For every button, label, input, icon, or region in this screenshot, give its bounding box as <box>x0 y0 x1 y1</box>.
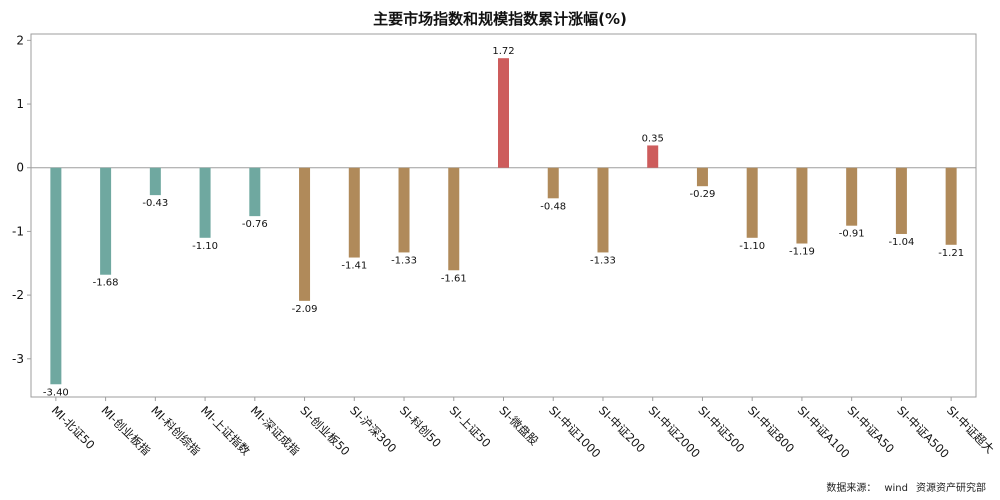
y-tick-label: 1 <box>16 97 24 111</box>
x-tick-label: SI-中证200 <box>596 403 648 455</box>
y-tick-label: -1 <box>12 224 24 238</box>
x-tick-label: MI-上证指数 <box>198 403 253 458</box>
data-label: -1.04 <box>888 237 914 248</box>
x-tick-label: MI-科创综指 <box>148 403 203 458</box>
data-label: -0.48 <box>540 201 566 212</box>
bar <box>696 167 708 187</box>
data-label: -1.33 <box>391 255 417 266</box>
bar <box>597 167 609 253</box>
x-tick-label: SI-中证1000 <box>546 403 603 460</box>
data-label: -0.76 <box>242 219 268 230</box>
x-tick-label: SI-沪深300 <box>347 403 399 455</box>
data-label: 1.72 <box>492 46 514 57</box>
data-label: -1.68 <box>93 278 119 289</box>
x-tick-label: SI-中证500 <box>695 403 747 455</box>
bar <box>299 167 311 301</box>
bar <box>448 167 460 271</box>
bars: -3.40 -1.68 -0.43 -1.10 -0.76 -2.09 -1.41 -1.33… <box>43 46 964 398</box>
source-note: 数据来源： wind 资源资产研究部 <box>818 479 986 494</box>
y-axis: -3 -2 -1 0 1 2 <box>12 33 31 366</box>
bar <box>348 167 360 258</box>
bar <box>149 167 161 196</box>
y-tick-label: 2 <box>16 33 24 47</box>
bar <box>199 167 211 238</box>
y-tick-label: -3 <box>12 352 24 366</box>
bar <box>547 167 559 199</box>
bar <box>846 167 858 226</box>
data-label: -1.10 <box>739 241 765 252</box>
data-label: -2.09 <box>292 304 318 315</box>
data-label: -0.43 <box>142 198 168 209</box>
x-tick-label: MI-北证50 <box>49 403 98 452</box>
x-axis: MI-北证50 MI-创业板指MI-科创综指MI-上证指数MI-深证成指SI-创业… <box>49 397 997 461</box>
bar <box>100 167 112 275</box>
data-label: 0.35 <box>642 133 664 144</box>
x-tick-label: SI-科创50 <box>397 403 444 450</box>
data-label: -1.33 <box>590 255 616 266</box>
bar <box>796 167 808 244</box>
x-tick-label: SI-中证A50 <box>845 403 898 456</box>
bar <box>746 167 758 238</box>
data-label: -3.40 <box>43 387 69 398</box>
data-label: -1.19 <box>789 247 815 258</box>
x-tick-label: SI-中证A500 <box>894 403 952 461</box>
y-tick-label: 0 <box>16 161 24 175</box>
x-tick-label: SI-中证2000 <box>646 403 703 460</box>
bar <box>498 58 509 168</box>
bar <box>398 167 410 253</box>
org-name: 资源资产研究部 <box>916 483 986 494</box>
source-name: wind <box>884 483 908 494</box>
x-tick-label: SI-微盘股 <box>496 403 541 448</box>
data-label: -1.61 <box>441 273 467 284</box>
source-label: 数据来源： <box>826 483 877 494</box>
bar <box>945 167 957 245</box>
x-tick-label: MI-创业板指 <box>98 403 153 458</box>
bar <box>249 167 261 217</box>
bar <box>647 145 659 168</box>
bar <box>50 167 62 385</box>
x-tick-label: MI-深证成指 <box>248 403 303 458</box>
x-tick-label: SI-中证800 <box>745 403 797 455</box>
data-label: -0.91 <box>839 229 865 240</box>
data-label: -1.21 <box>938 248 964 259</box>
chart-title: 主要市场指数和规模指数累计涨幅(%) <box>373 10 627 28</box>
x-tick-label: SI-中证A100 <box>795 403 853 461</box>
x-tick-label: SI-创业板50 <box>297 403 352 458</box>
data-label: -1.10 <box>192 241 218 252</box>
x-tick-label: SI-中证超大 <box>944 403 997 456</box>
y-tick-label: -2 <box>12 288 24 302</box>
bar <box>895 167 907 234</box>
data-label: -1.41 <box>341 261 367 272</box>
data-label: -0.29 <box>690 189 716 200</box>
x-tick-label: SI-上证50 <box>447 403 494 450</box>
